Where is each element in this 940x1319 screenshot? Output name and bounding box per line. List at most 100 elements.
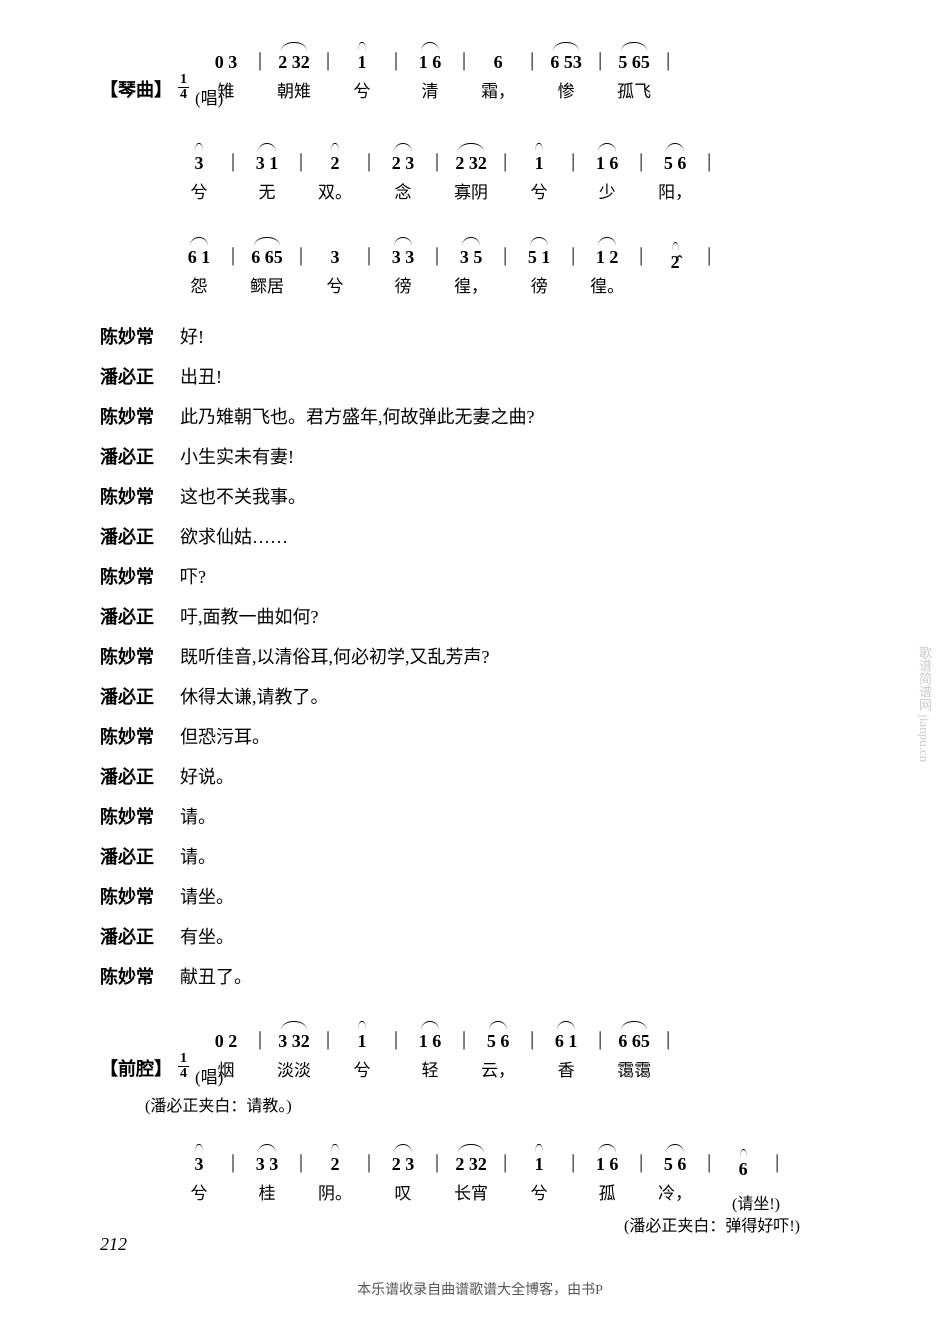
speech: 此乃雉朝飞也。君方盛年,何故弹此无妻之曲? [180,403,860,429]
lyric: 徨。 [590,272,624,297]
dialog-line: 潘必正好说。 [100,763,860,789]
barline: | [462,49,466,94]
notes: 3 3 [256,1142,279,1175]
dialog-line: 潘必正欲求仙姑…… [100,523,860,549]
lyric: 轻 [422,1056,439,1081]
speech: 小生实未有妻! [180,443,860,469]
measure: 2 3叹 [378,1142,428,1204]
speaker: 陈妙常 [100,563,180,589]
notes: 1 [358,1019,367,1052]
lyric: 孤飞 [617,77,651,102]
speech: 献丑了。 [180,963,860,989]
speech: 这也不关我事。 [180,483,860,509]
lyric: 双。 [318,178,352,203]
notes: 1 6 [419,1019,442,1052]
notes: 6 1 [188,235,211,268]
barline: | [571,1151,575,1196]
speaker: 潘必正 [100,683,180,709]
dialog-line: 潘必正小生实未有妻! [100,443,860,469]
barline: | [639,244,643,289]
notes: 6 [494,40,503,73]
lyric: 怨 [191,272,208,297]
notes: 6 65 [618,1019,650,1052]
lyric: 霜， [481,77,515,102]
measure: 1 2 徨。 [582,235,632,297]
notes: 3 [195,1142,204,1175]
barline: | [639,150,643,195]
notes: 1 6 [419,40,442,73]
notes: 1 [535,1142,544,1175]
measure: 3兮 [310,235,360,297]
notes: 1 2 [596,235,619,268]
barline: | [503,244,507,289]
speaker: 潘必正 [100,603,180,629]
dialog-block: 陈妙常好!潘必正出丑!陈妙常此乃雉朝飞也。君方盛年,何故弹此无妻之曲?潘必正小生… [100,323,860,989]
speaker: 潘必正 [100,843,180,869]
speech: 吓? [180,563,860,589]
notes: 5 65 [618,40,650,73]
lyric: 淡淡 [277,1056,311,1081]
barline: | [775,1151,779,1196]
time-signature: 1 4 [178,73,189,102]
speech: 好! [180,323,860,349]
lyric: 徬 [395,272,412,297]
measure: 1 6 轻 [405,1019,455,1081]
notes: 0 2 [215,1019,238,1052]
barline: | [435,1151,439,1196]
measure: 5 6云， [473,1019,523,1081]
measure: 1兮 [514,141,564,203]
speech: 吁,面教一曲如何? [180,603,860,629]
measure: 3 32淡淡 [269,1019,319,1081]
page-number: 212 [100,1234,860,1255]
notes: 3 1 [256,141,279,174]
barline: | [666,49,670,94]
measure: 3 3 桂 [242,1142,292,1204]
stage-note-2: (潘必正夹白：弹得好吓!) [624,1212,800,1236]
notes: 2 3 [392,141,415,174]
music-section-2: 【前腔】 1 4 0 2烟|3 32淡淡|1兮|1 6轻|5 6云，|6 1香|… [100,1019,860,1214]
lyric: 无 [259,178,276,203]
barline: | [707,244,711,289]
notes: 0 3 [215,40,238,73]
barline: | [503,150,507,195]
measure: 6 65霭霭 [609,1019,659,1081]
lyric: 兮 [531,1179,548,1204]
speaker: 潘必正 [100,363,180,389]
lyric: 孤 [599,1179,616,1204]
lyric: 徬 [531,272,548,297]
dialog-line: 陈妙常这也不关我事。 [100,483,860,509]
measure: 2 32长宵 [446,1142,496,1204]
notes: 5 6 [487,1019,510,1052]
dialog-line: 潘必正出丑! [100,363,860,389]
barline: | [435,150,439,195]
dialog-line: 陈妙常但恐污耳。 [100,723,860,749]
lyric: 清 [422,77,439,102]
measure: 3兮 [174,141,224,203]
barline: | [258,49,262,94]
speaker: 陈妙常 [100,323,180,349]
speaker: 陈妙常 [100,723,180,749]
lyric: 桂 [259,1179,276,1204]
measure: 6 1 怨 [174,235,224,297]
measure: 2 32寡阴 [446,141,496,203]
notes: 3 [331,235,340,268]
measure: 6 53惨 [541,40,591,102]
lyric: 寡阴 [454,178,488,203]
barline: | [299,150,303,195]
speaker: 潘必正 [100,923,180,949]
dialog-line: 潘必正有坐。 [100,923,860,949]
lyric: 朝雉 [277,77,311,102]
speech: 既听佳音,以清俗耳,何必初学,又乱芳声? [180,643,860,669]
dialog-line: 陈妙常既听佳音,以清俗耳,何必初学,又乱芳声? [100,643,860,669]
speech: 休得太谦,请教了。 [180,683,860,709]
measure: 5 1徬 [514,235,564,297]
measure: 2̂ [650,240,700,297]
barline: | [231,1151,235,1196]
barline: | [530,1028,534,1073]
measure: 1 6 清 [405,40,455,102]
speaker: 陈妙常 [100,803,180,829]
speech: 欲求仙姑…… [180,523,860,549]
footer-text: 本乐谱收录自曲谱歌谱大全博客，由书P [100,1279,860,1299]
notes: 5 6 [664,1142,687,1175]
measure: 3 3徬 [378,235,428,297]
